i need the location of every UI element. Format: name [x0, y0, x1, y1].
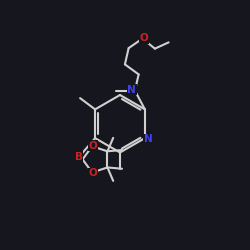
Text: O: O	[139, 33, 148, 43]
Text: N: N	[144, 134, 152, 144]
Text: O: O	[89, 140, 98, 150]
Text: N: N	[127, 85, 136, 95]
Text: B: B	[75, 152, 83, 162]
Text: O: O	[89, 168, 98, 178]
